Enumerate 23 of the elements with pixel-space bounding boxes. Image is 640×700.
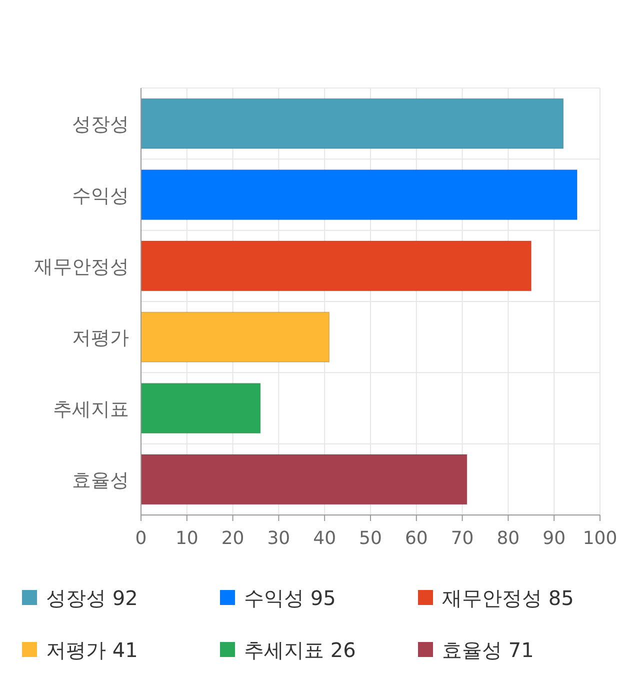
legend-label: 수익성 95 <box>244 586 336 610</box>
x-tick-label: 90 <box>542 528 566 549</box>
x-tick-label: 0 <box>135 528 147 549</box>
legend-label: 성장성 92 <box>46 586 138 610</box>
y-tick-label: 추세지표 <box>53 398 129 420</box>
x-tick-label: 60 <box>404 528 428 549</box>
y-tick-label: 재무안정성 <box>34 256 129 278</box>
legend-label: 재무안정성 85 <box>442 586 574 610</box>
x-tick-label: 100 <box>582 528 618 549</box>
y-tick-label: 수익성 <box>72 184 129 207</box>
x-tick-label: 80 <box>496 528 520 549</box>
x-tick-label: 50 <box>359 528 382 549</box>
y-tick-label: 성장성 <box>72 114 129 136</box>
legend-label: 추세지표 26 <box>244 638 356 662</box>
legend-label: 효율성 71 <box>442 638 534 662</box>
x-tick-label: 20 <box>221 528 244 549</box>
y-tick-label: 효율성 <box>72 469 129 492</box>
y-tick-label: 저평가 <box>72 327 129 350</box>
x-tick-label: 10 <box>175 528 198 549</box>
x-tick-label: 40 <box>313 528 336 549</box>
legend-label: 저평가 41 <box>46 638 138 662</box>
x-tick-label: 70 <box>450 528 474 549</box>
x-tick-label: 30 <box>267 528 290 549</box>
